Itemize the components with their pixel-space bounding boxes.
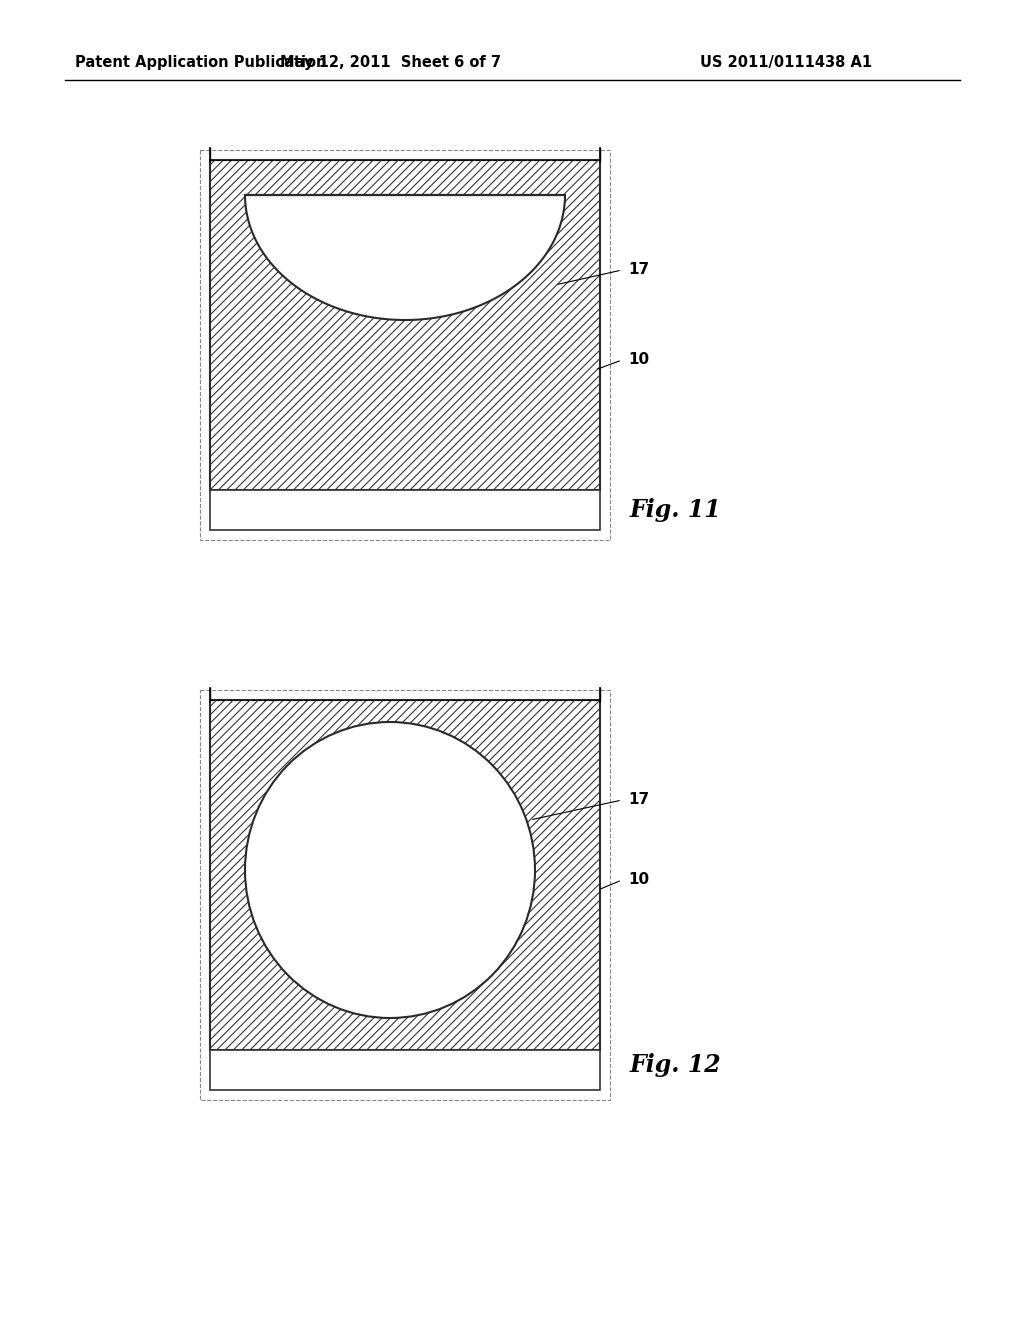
Bar xyxy=(210,160,600,490)
Text: Fig. 12: Fig. 12 xyxy=(630,1053,722,1077)
Bar xyxy=(200,150,610,540)
Bar xyxy=(210,1049,600,1090)
Text: Fig. 11: Fig. 11 xyxy=(630,498,722,521)
Text: May 12, 2011  Sheet 6 of 7: May 12, 2011 Sheet 6 of 7 xyxy=(280,54,501,70)
Text: US 2011/0111438 A1: US 2011/0111438 A1 xyxy=(700,54,872,70)
Bar xyxy=(200,690,610,1100)
Bar xyxy=(210,490,600,531)
Text: 17: 17 xyxy=(628,792,649,808)
Bar xyxy=(210,700,600,1049)
Text: Patent Application Publication: Patent Application Publication xyxy=(75,54,327,70)
Text: 10: 10 xyxy=(628,873,649,887)
Text: 10: 10 xyxy=(628,352,649,367)
Polygon shape xyxy=(245,195,565,319)
Text: 17: 17 xyxy=(628,263,649,277)
Ellipse shape xyxy=(245,722,535,1018)
